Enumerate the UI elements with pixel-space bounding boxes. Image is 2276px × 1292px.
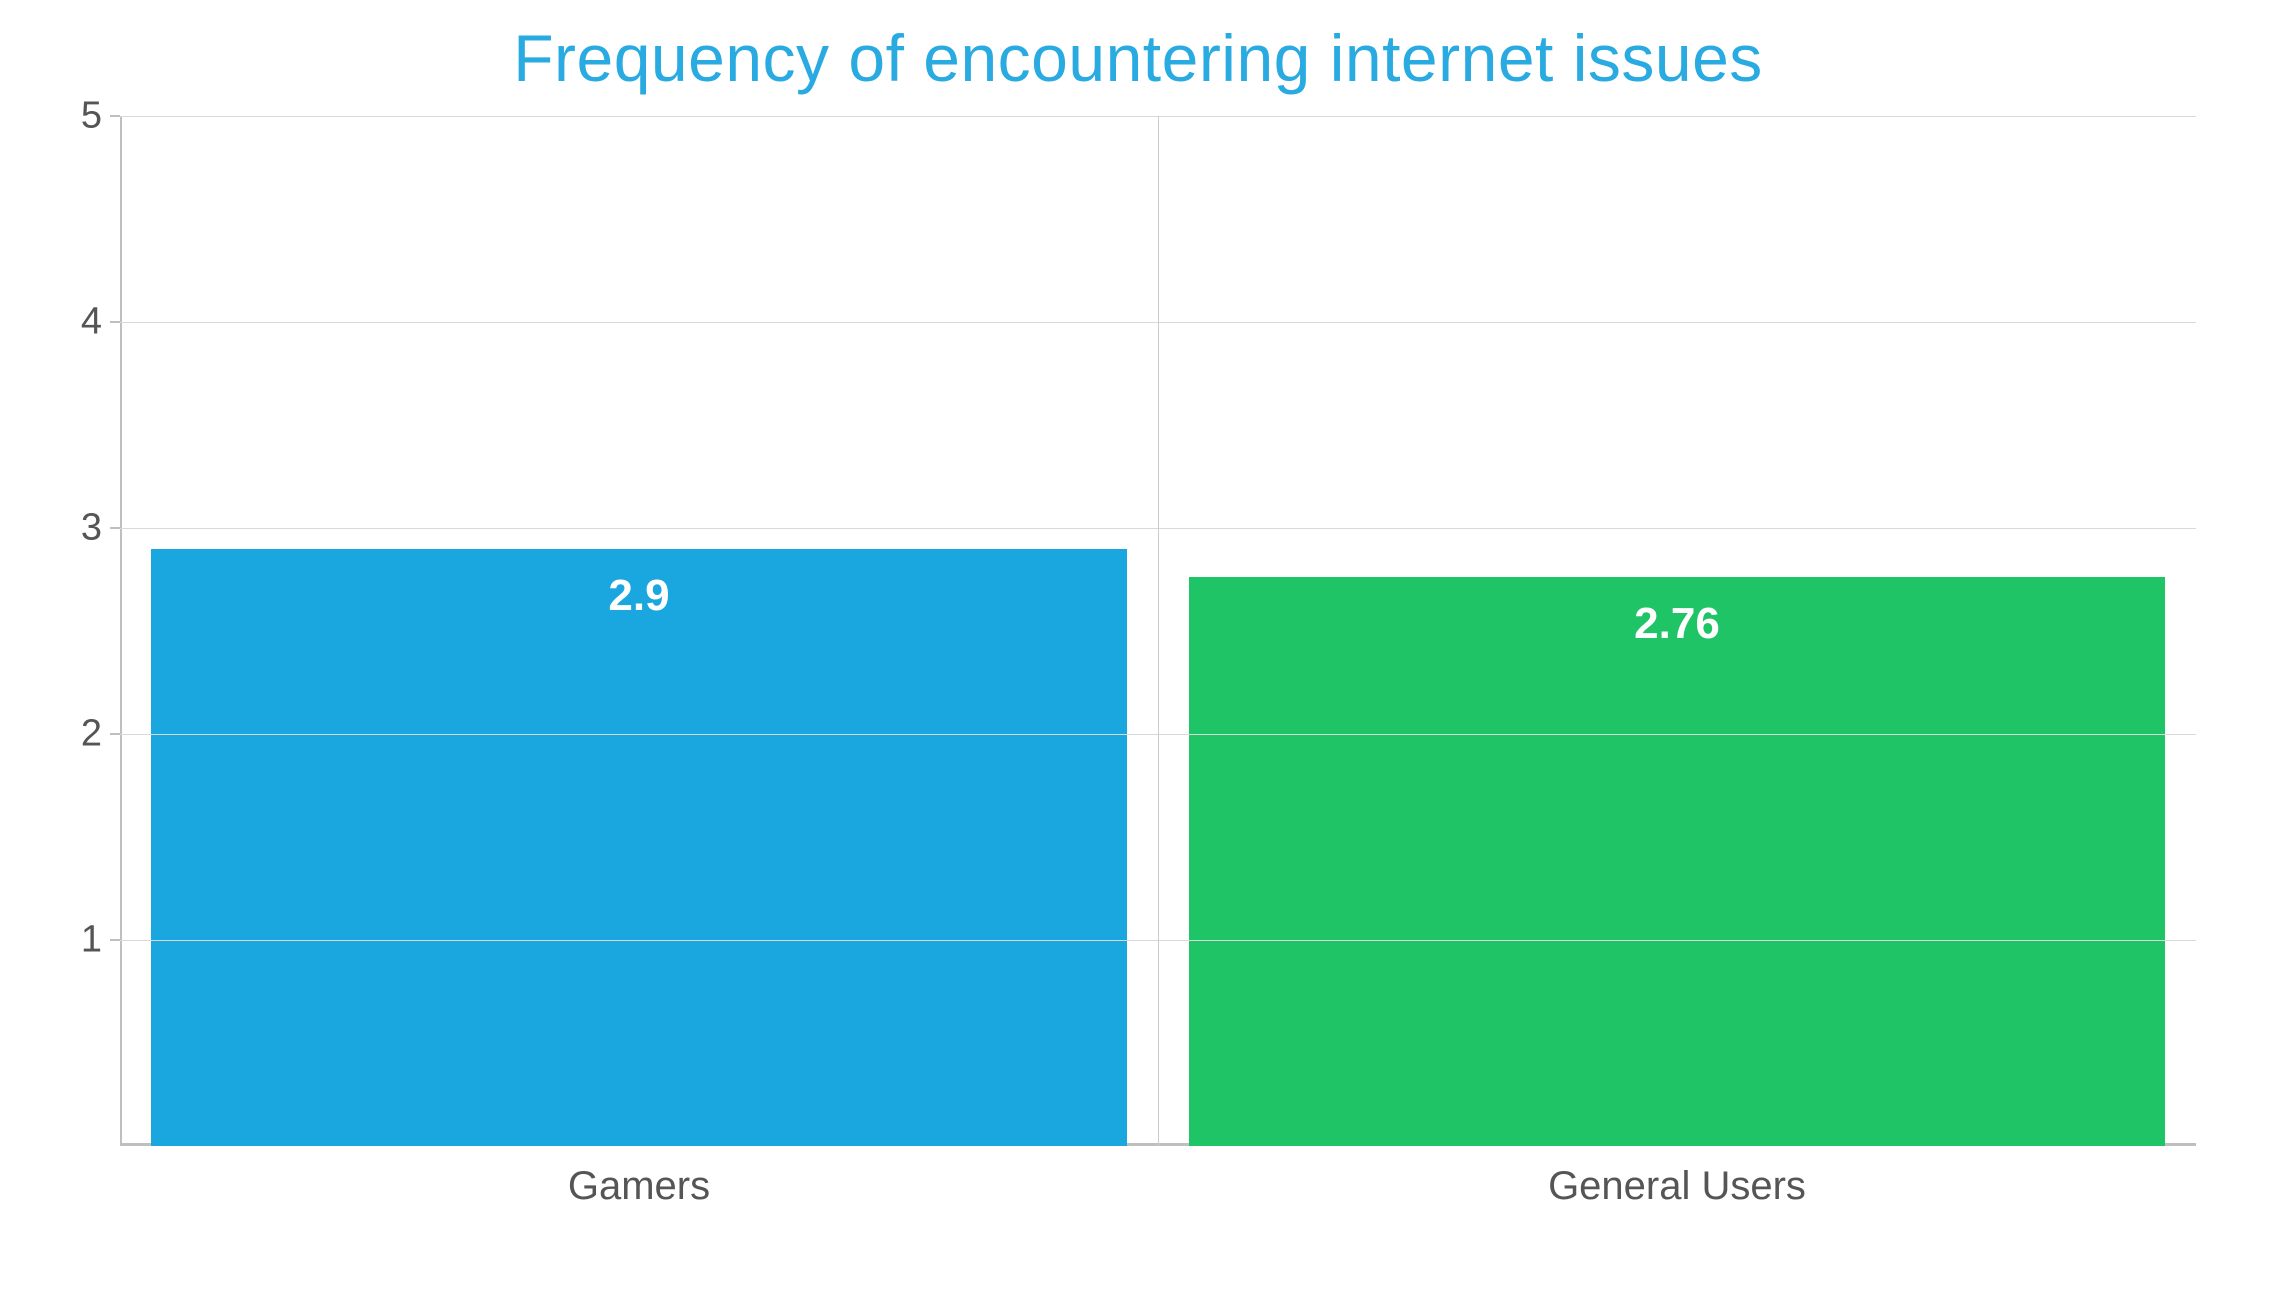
y-tick-label: 2 xyxy=(81,713,120,756)
chart-title: Frequency of encountering internet issue… xyxy=(60,20,2216,96)
bar-value-label: 2.9 xyxy=(608,571,669,621)
y-tick-label: 5 xyxy=(81,95,120,138)
bar-slot: 2.9 xyxy=(120,116,1158,1146)
bar-gamers: 2.9 xyxy=(151,549,1127,1146)
y-tick-label: 1 xyxy=(81,919,120,962)
category-divider xyxy=(1158,116,1159,1146)
plot-area: 2.92.76 12345 xyxy=(120,116,2196,1146)
y-tick-label: 3 xyxy=(81,507,120,550)
x-axis-labels: GamersGeneral Users xyxy=(120,1146,2196,1209)
bar-slot: 2.76 xyxy=(1158,116,2196,1146)
y-tick-label: 4 xyxy=(81,301,120,344)
bar-general-users: 2.76 xyxy=(1189,577,2165,1146)
bar-value-label: 2.76 xyxy=(1634,599,1720,649)
x-axis-label: General Users xyxy=(1158,1146,2196,1209)
chart-container: Frequency of encountering internet issue… xyxy=(0,0,2276,1292)
x-axis-label: Gamers xyxy=(120,1146,1158,1209)
